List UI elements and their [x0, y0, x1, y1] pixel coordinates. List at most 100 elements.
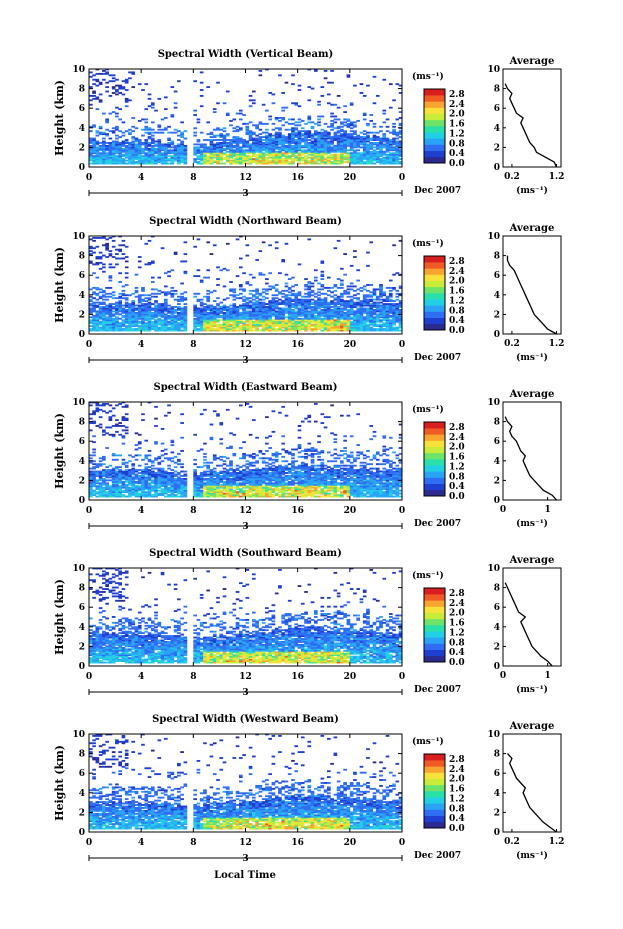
average-title: Average: [509, 721, 555, 732]
avg-x-tick-label: 1: [544, 671, 550, 681]
x-tick-label: 12: [239, 506, 252, 516]
x-tick-label: 20: [344, 173, 357, 183]
x-tick-label: 8: [190, 838, 196, 848]
y-tick-label: 6: [79, 271, 85, 281]
colorbar-segment: [424, 625, 445, 632]
colorbar-tick-label: 2.0: [449, 443, 465, 453]
x-tick-label: 0: [86, 506, 92, 516]
avg-x-tick-label: 0: [500, 505, 506, 515]
y-tick-label: 10: [72, 564, 85, 574]
x-tick-label: 0: [86, 672, 92, 682]
y-tick-label: 2: [79, 143, 85, 153]
avg-y-tick-label: 2: [494, 310, 500, 320]
avg-y-tick-label: 4: [494, 291, 500, 301]
avg-y-tick-label: 10: [487, 232, 500, 242]
y-tick-label: 0: [79, 163, 85, 173]
colorbar-tick-label: 2.8: [449, 755, 465, 765]
colorbar-unit: (ms⁻¹): [412, 404, 444, 415]
colorbar-segment: [424, 428, 445, 435]
colorbar-segment: [424, 489, 445, 497]
average-xlabel: (ms⁻¹): [516, 850, 548, 861]
colorbar-segment: [424, 113, 445, 121]
x-tick-label: 0: [86, 173, 92, 183]
date-label: Dec 2007: [414, 353, 461, 363]
x-tick-label: 16: [291, 340, 304, 350]
date-label: Dec 2007: [414, 851, 461, 861]
x-tick-label: 20: [344, 506, 357, 516]
colorbar-tick-label: 0.4: [449, 814, 465, 824]
colorbar-segment: [424, 89, 445, 96]
avg-y-tick-label: 10: [487, 730, 500, 740]
y-tick-label: 6: [79, 104, 85, 114]
x-tick-label: 8: [190, 672, 196, 682]
colorbar-tick-label: 2.8: [449, 589, 465, 599]
x-tick-label: 12: [239, 838, 252, 848]
avg-x-tick-label: 1.2: [549, 339, 565, 349]
x-tick-label: 0: [399, 506, 405, 516]
colorbar-unit: (ms⁻¹): [412, 570, 444, 581]
colorbar-segment: [424, 465, 445, 472]
panel-2: Spectral Width (Northward Beam) 0 2 4 6 8 10 He…: [53, 216, 564, 366]
day-label: 3: [242, 189, 248, 199]
colorbar-segment: [424, 778, 445, 786]
colorbar-segment: [424, 144, 445, 151]
colorbar-segment: [424, 637, 445, 644]
colorbar-segment: [424, 434, 445, 441]
y-tick-label: 8: [79, 252, 85, 262]
colorbar-tick-label: 0.0: [449, 658, 465, 668]
average-profile-line: [504, 83, 558, 168]
avg-y-tick-label: 10: [487, 564, 500, 574]
colorbar-segment: [424, 754, 445, 761]
avg-y-tick-label: 8: [494, 418, 500, 428]
x-tick-label: 4: [138, 340, 144, 350]
colorbar-tick-label: 1.2: [449, 794, 465, 804]
avg-y-tick-label: 8: [494, 750, 500, 760]
colorbar-segment: [424, 649, 445, 657]
colorbar-tick-label: 0.4: [449, 149, 465, 159]
colorbar-segment: [424, 101, 445, 108]
y-tick-label: 10: [72, 398, 85, 408]
avg-x-tick-label: 0.2: [504, 837, 520, 847]
y-tick-label: 2: [79, 476, 85, 486]
y-axis-label: Height (km): [53, 745, 66, 821]
colorbar-unit: (ms⁻¹): [412, 238, 444, 249]
avg-y-tick-label: 0: [494, 496, 500, 506]
date-label: Dec 2007: [414, 519, 461, 529]
colorbar-tick-label: 2.4: [449, 765, 465, 775]
colorbar-tick-label: 1.6: [449, 120, 465, 130]
x-tick-label: 0: [399, 672, 405, 682]
colorbar-segment: [424, 797, 445, 804]
colorbar-tick-label: 2.4: [449, 100, 465, 110]
y-tick-label: 8: [79, 418, 85, 428]
y-tick-label: 2: [79, 808, 85, 818]
y-tick-label: 4: [79, 291, 85, 301]
avg-y-tick-label: 0: [494, 662, 500, 672]
average-title: Average: [509, 223, 555, 234]
colorbar-frame: [423, 255, 446, 331]
avg-y-tick-label: 6: [494, 437, 500, 447]
x-tick-label: 16: [291, 838, 304, 848]
average-frame: [502, 68, 562, 168]
colorbar-segment: [424, 791, 445, 798]
colorbar-segment: [424, 612, 445, 620]
y-tick-label: 8: [79, 85, 85, 95]
average-profile-line: [504, 582, 553, 667]
colorbar-tick-label: 2.8: [449, 257, 465, 267]
x-tick-label: 0: [86, 838, 92, 848]
average-profile-line: [506, 255, 557, 335]
colorbar-segment: [424, 311, 445, 318]
avg-x-tick-label: 1: [544, 505, 550, 515]
x-tick-label: 20: [344, 672, 357, 682]
x-tick-label: 4: [138, 506, 144, 516]
x-tick-label: 8: [190, 173, 196, 183]
y-axis-label: Height (km): [53, 413, 66, 489]
y-tick-label: 2: [79, 642, 85, 652]
colorbar-tick-label: 1.2: [449, 628, 465, 638]
colorbar-tick-label: 1.6: [449, 785, 465, 795]
colorbar-tick-label: 1.6: [449, 453, 465, 463]
date-label: Dec 2007: [414, 685, 461, 695]
avg-y-tick-label: 4: [494, 124, 500, 134]
colorbar-tick-label: 0.0: [449, 824, 465, 834]
colorbar-tick-label: 2.4: [449, 267, 465, 277]
